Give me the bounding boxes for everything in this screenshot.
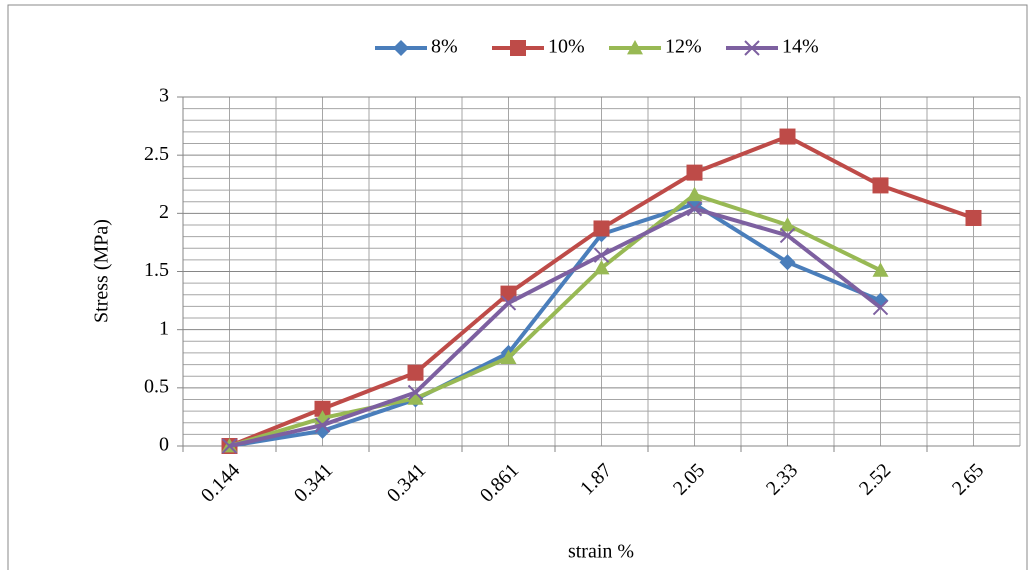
marker	[407, 364, 424, 381]
marker	[779, 216, 796, 232]
y-tick-label: 0.5	[144, 375, 169, 397]
series-line	[229, 206, 882, 448]
x-axis-title: strain %	[568, 541, 634, 563]
marker	[872, 177, 889, 194]
marker	[686, 200, 703, 217]
y-tick-label: 3	[159, 85, 169, 107]
marker	[779, 128, 796, 145]
marker	[221, 438, 238, 454]
marker	[407, 390, 424, 405]
series-line	[229, 202, 882, 448]
marker	[314, 400, 331, 417]
marker	[593, 220, 610, 237]
legend-label: 8%	[431, 36, 458, 58]
marker	[314, 417, 331, 433]
y-tick-label: 2	[159, 201, 169, 223]
marker	[593, 247, 610, 263]
marker	[872, 262, 889, 277]
marker	[965, 209, 982, 226]
y-tick-label: 2.5	[144, 143, 169, 165]
marker	[510, 40, 526, 56]
marker	[779, 227, 796, 244]
marker	[779, 254, 796, 271]
y-tick-label: 1	[159, 317, 169, 339]
marker	[686, 186, 703, 202]
legend-label: 10%	[548, 36, 585, 58]
y-axis-title: Stress (MPa)	[91, 219, 113, 323]
legend-label: 14%	[782, 36, 819, 58]
marker	[593, 260, 610, 275]
y-tick-label: 1.5	[144, 259, 169, 281]
marker	[744, 40, 760, 56]
marker	[872, 299, 889, 316]
plot	[221, 128, 982, 454]
series-line	[228, 192, 882, 448]
marker	[686, 164, 703, 181]
y-tick-label: 0	[159, 434, 169, 456]
marker	[627, 40, 643, 55]
marker	[500, 349, 517, 364]
legend-label: 12%	[665, 36, 702, 58]
marker	[393, 40, 409, 56]
marker	[407, 384, 424, 401]
marker	[500, 295, 517, 311]
